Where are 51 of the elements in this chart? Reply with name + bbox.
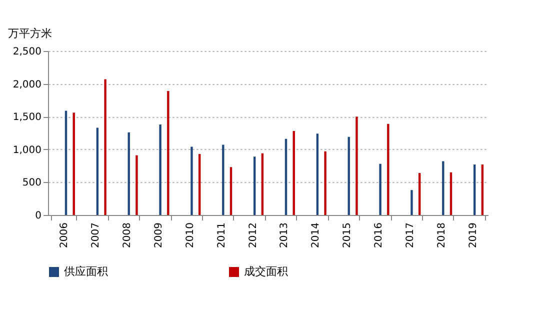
legend-label: 供应面积 (64, 265, 108, 278)
bar (159, 124, 162, 215)
x-tick-label: 2007 (90, 222, 102, 248)
legend-label: 成交面积 (244, 265, 288, 278)
y-tick-label: 2,000 (12, 79, 42, 90)
bar (316, 134, 319, 215)
bar (348, 136, 350, 215)
x-tick-label: 2013 (279, 222, 290, 248)
y-tick-label: 500 (22, 178, 42, 189)
y-tick-label: 2,500 (12, 46, 42, 58)
bar (64, 110, 68, 215)
bar (104, 79, 106, 215)
bar (72, 112, 75, 215)
bar (379, 164, 382, 215)
y-tick-label: 1,000 (12, 144, 42, 156)
bar (292, 131, 295, 215)
bar (450, 172, 452, 215)
bar (261, 153, 264, 215)
bar (253, 156, 256, 215)
y-axis-title: 万平方米 (8, 27, 52, 40)
bar (418, 173, 421, 215)
bar (96, 128, 99, 215)
x-tick-label: 2014 (310, 222, 322, 248)
x-tick-label: 2018 (436, 222, 448, 248)
bar (128, 132, 130, 215)
x-tick-label: 2015 (342, 222, 354, 248)
bar (481, 164, 484, 215)
bar (473, 164, 476, 215)
bar (442, 161, 444, 215)
x-tick-label: 2008 (122, 222, 134, 248)
y-tick-label: 1,500 (12, 112, 42, 124)
x-tick-label: 2009 (154, 222, 164, 248)
y-tick-label: 0 (35, 210, 42, 222)
x-tick-label: 2019 (468, 222, 479, 248)
bar (230, 167, 232, 215)
bar (222, 144, 224, 215)
x-tick-label: 2016 (374, 222, 384, 248)
bar (387, 124, 390, 215)
bar (198, 154, 201, 215)
bar (410, 190, 413, 215)
x-tick-label: 2017 (404, 222, 416, 248)
bar (356, 116, 358, 215)
x-tick-label: 2010 (184, 222, 196, 248)
x-tick-label: 2012 (248, 222, 259, 248)
bar (136, 155, 138, 215)
bar (190, 146, 193, 215)
x-tick-label: 2011 (216, 222, 228, 248)
bar (284, 138, 288, 215)
bar (167, 91, 170, 215)
x-tick-label: 2006 (59, 222, 70, 248)
bar (324, 151, 326, 215)
